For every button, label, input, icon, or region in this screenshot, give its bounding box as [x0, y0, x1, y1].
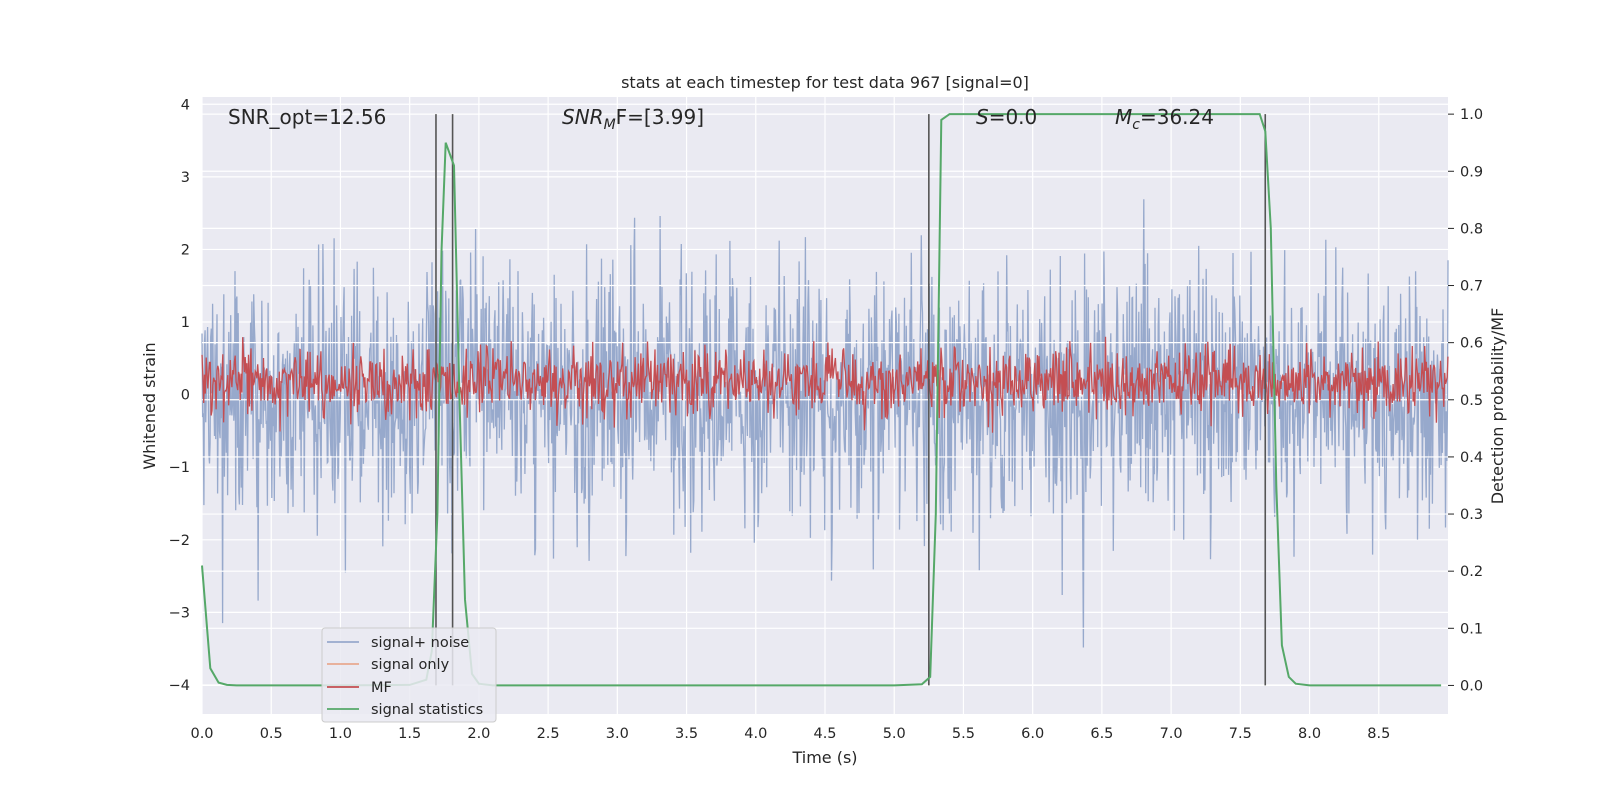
snr-mf-sub: M — [604, 117, 616, 133]
y-tick-label-right: 0.2 — [1460, 564, 1483, 580]
y-tick-label-left: 4 — [181, 97, 190, 113]
y-tick-label-left: 0 — [181, 388, 190, 404]
legend-label-stats: signal statistics — [371, 702, 483, 718]
x-tick-label: 3.0 — [606, 726, 629, 742]
y-tick-label-right: 1.0 — [1460, 107, 1483, 123]
x-tick-label: 0.0 — [190, 726, 213, 742]
vertical-markers — [435, 114, 1267, 686]
x-tick-label: 4.0 — [744, 726, 767, 742]
snr-mf-rest: F=[3.99] — [616, 105, 704, 129]
x-tick-label: 2.5 — [537, 726, 560, 742]
y-tick-label-right: 0.5 — [1460, 393, 1483, 409]
x-tick-label: 1.0 — [329, 726, 352, 742]
x-tick-label: 6.5 — [1090, 726, 1113, 742]
y-tick-label-right: 0.0 — [1460, 678, 1483, 694]
y-tick-label-right: 0.7 — [1460, 279, 1483, 295]
legend: signal+ noise signal only MF signal stat… — [321, 627, 497, 723]
x-tick-label: 7.0 — [1160, 726, 1183, 742]
legend-label-mf: MF — [371, 680, 392, 696]
y-ticks-right: 0.0 0.1 0.2 0.3 0.4 0.5 0.6 0.7 0.8 0.9 1.0 — [1448, 107, 1483, 694]
y-ticks-left: −4 −3 −2 −1 0 1 2 3 4 — [169, 97, 190, 694]
y-tick-label-left: 3 — [181, 170, 190, 186]
y-tick-label-left: −3 — [169, 605, 190, 621]
noise-line — [201, 199, 1449, 648]
y-tick-label-right: 0.3 — [1460, 507, 1483, 523]
y-tick-label-left: 1 — [181, 315, 190, 331]
y-axis-label-right: Detection probability/MF — [1488, 308, 1507, 505]
y-tick-label-right: 0.8 — [1460, 221, 1483, 237]
y-tick-label-left: −1 — [169, 460, 190, 476]
x-tick-label: 8.0 — [1298, 726, 1321, 742]
mf-series — [201, 336, 1449, 433]
legend-frame — [321, 627, 497, 723]
legend-label-signal-only: signal only — [371, 657, 450, 673]
x-tick-label: 3.5 — [675, 726, 698, 742]
x-tick-label: 5.5 — [952, 726, 975, 742]
snr-mf-base: SNR — [562, 105, 604, 129]
chart-title: stats at each timestep for test data 967… — [621, 73, 1029, 92]
noise-series — [201, 113, 1449, 687]
x-tick-label: 6.0 — [1021, 726, 1044, 742]
mc-base: M — [1115, 105, 1132, 129]
x-tick-label: 8.5 — [1367, 726, 1390, 742]
s-annotation: S=0.0 — [976, 105, 1037, 129]
snr-opt-annotation: SNR_opt=12.56 — [228, 105, 386, 129]
x-axis-label: Time (s) — [791, 748, 857, 767]
y-tick-label-left: −4 — [169, 678, 190, 694]
y-tick-label-left: −2 — [169, 533, 190, 549]
x-tick-label: 2.0 — [467, 726, 490, 742]
x-tick-label: 7.5 — [1229, 726, 1252, 742]
y-tick-label-right: 0.9 — [1460, 164, 1483, 180]
s-label: S — [976, 105, 989, 129]
y-tick-label-right: 0.4 — [1460, 450, 1483, 466]
mc-annotation: Mc=36.24 — [1115, 105, 1214, 133]
x-ticks: 0.0 0.5 1.0 1.5 2.0 2.5 3.0 3.5 4.0 4.5 5.0 5.5 6.0 6… — [190, 726, 1390, 742]
x-tick-label: 0.5 — [260, 726, 283, 742]
legend-label-signal-noise: signal+ noise — [371, 635, 469, 651]
mc-value: =36.24 — [1140, 105, 1214, 129]
snr-mf-annotation: SNRMF=[3.99] — [562, 105, 704, 133]
mc-sub: c — [1132, 117, 1140, 133]
x-tick-label: 5.0 — [883, 726, 906, 742]
y-tick-label-left: 2 — [181, 242, 190, 258]
x-tick-label: 4.5 — [813, 726, 836, 742]
y-tick-label-right: 0.1 — [1460, 621, 1483, 637]
y-tick-label-right: 0.6 — [1460, 336, 1483, 352]
y-axis-label-left: Whitened strain — [140, 342, 159, 469]
mf-line — [201, 336, 1449, 433]
x-tick-label: 1.5 — [398, 726, 421, 742]
s-value: =0.0 — [989, 105, 1038, 129]
